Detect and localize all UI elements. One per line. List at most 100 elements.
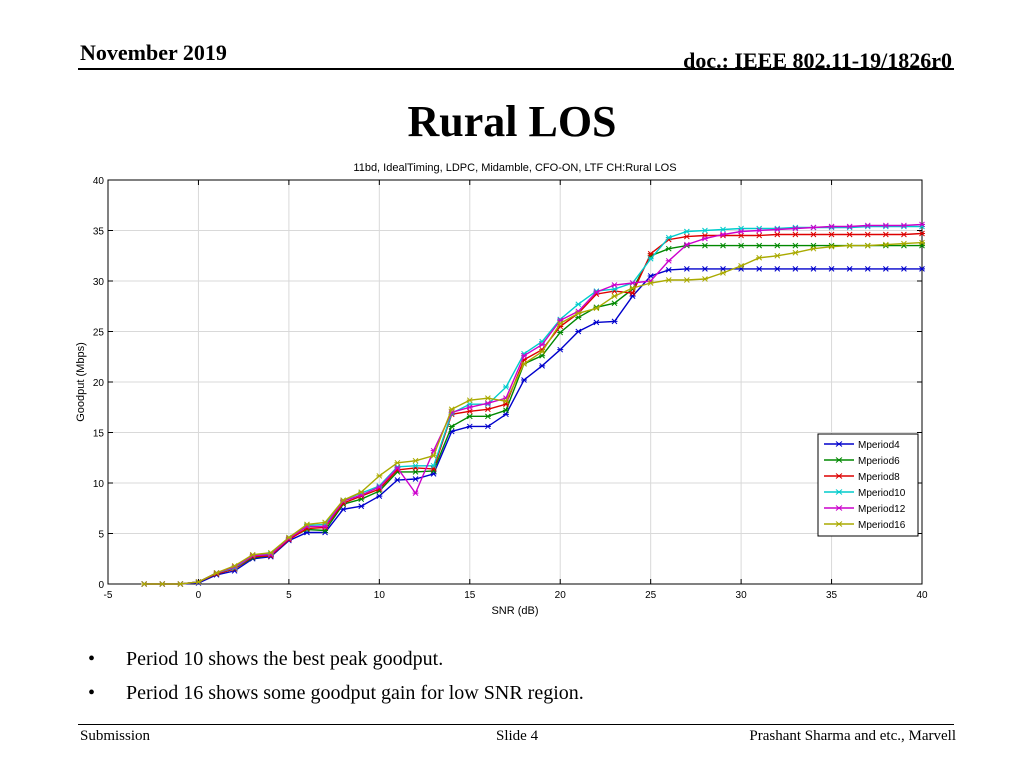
- data-point: [611, 282, 618, 288]
- data-point: [720, 270, 727, 276]
- data-point: [575, 301, 582, 308]
- data-point: [539, 362, 546, 369]
- data-point: [502, 398, 509, 405]
- data-point: [828, 243, 835, 250]
- bullet-text: Period 16 shows some goodput gain for lo…: [126, 682, 584, 704]
- data-point: [810, 231, 817, 238]
- data-point: [376, 484, 383, 490]
- data-point: [466, 413, 473, 420]
- data-point: [430, 452, 437, 459]
- data-point: [557, 329, 564, 336]
- series-line: [144, 241, 923, 585]
- data-point: [756, 242, 763, 249]
- legend-label: Mperiod16: [858, 520, 906, 531]
- y-tick-label: 15: [93, 429, 105, 440]
- data-point: [484, 413, 491, 420]
- data-point: [394, 464, 401, 471]
- x-tick-label: 40: [916, 590, 928, 601]
- chart-title: 11bd, IdealTiming, LDPC, Midamble, CFO-O…: [353, 162, 676, 174]
- data-point: [846, 242, 853, 249]
- data-point: [593, 305, 600, 312]
- data-point: [322, 519, 329, 526]
- data-point: [792, 249, 799, 256]
- legend-label: Mperiod12: [858, 504, 906, 515]
- data-point: [611, 293, 618, 300]
- data-point: [647, 250, 654, 257]
- legend-marker: [835, 441, 843, 447]
- data-point: [267, 549, 274, 556]
- bullet-item: • Period 10 shows the best peak goodput.: [88, 648, 584, 682]
- legend-box: [817, 433, 919, 537]
- data-point: [919, 266, 925, 272]
- legend-marker: [835, 505, 843, 511]
- data-point: [774, 226, 781, 233]
- data-point: [701, 242, 708, 249]
- series-line: [144, 225, 922, 585]
- data-point: [919, 239, 925, 246]
- data-point: [774, 266, 781, 272]
- data-point: [774, 252, 781, 259]
- data-point: [285, 534, 292, 541]
- data-point: [629, 280, 636, 286]
- data-point: [647, 280, 654, 286]
- data-point: [756, 232, 763, 239]
- data-point: [141, 581, 148, 587]
- data-point: [647, 273, 654, 279]
- data-point: [810, 224, 817, 231]
- data-point: [484, 423, 491, 430]
- data-point: [919, 221, 925, 228]
- bullet-text: Period 10 shows the best peak goodput.: [126, 648, 444, 670]
- legend-label: Mperiod4: [858, 440, 900, 451]
- data-point: [665, 267, 672, 273]
- y-tick-label: 0: [98, 580, 104, 591]
- data-point: [629, 290, 636, 296]
- header-rule: [78, 68, 954, 70]
- y-tick-label: 40: [93, 176, 105, 187]
- x-tick-label: 25: [645, 590, 657, 601]
- data-point: [647, 255, 654, 262]
- data-point: [810, 245, 817, 252]
- data-point: [412, 462, 419, 469]
- data-point: [846, 266, 853, 272]
- data-point: [900, 266, 907, 272]
- data-point: [249, 551, 256, 558]
- data-point: [683, 228, 690, 235]
- data-point: [665, 245, 672, 252]
- x-tick-label: 10: [374, 590, 386, 601]
- data-point: [629, 293, 636, 300]
- data-point: [882, 231, 889, 238]
- x-tick-label: 5: [286, 590, 292, 601]
- y-tick-label: 20: [93, 378, 105, 389]
- data-point: [792, 225, 799, 232]
- data-point: [502, 407, 509, 414]
- data-point: [611, 318, 618, 325]
- data-point: [864, 222, 871, 229]
- data-point: [557, 320, 564, 327]
- series-mperiod6: [141, 242, 925, 587]
- data-point: [864, 266, 871, 272]
- data-point: [484, 395, 491, 402]
- data-point: [358, 503, 365, 510]
- data-point: [683, 233, 690, 240]
- footer-submission: Submission: [80, 728, 151, 744]
- data-point: [720, 231, 727, 238]
- slide-title: Rural LOS: [407, 97, 617, 146]
- data-point: [448, 406, 455, 413]
- series-mperiod12: [141, 221, 925, 587]
- x-tick-label: 0: [196, 590, 202, 601]
- bullet-symbol: •: [88, 648, 96, 670]
- series-line: [144, 223, 923, 585]
- data-point: [720, 242, 727, 249]
- data-point: [575, 328, 582, 335]
- data-point: [846, 231, 853, 238]
- data-point: [665, 234, 672, 241]
- data-point: [358, 489, 365, 495]
- data-point: [340, 497, 347, 504]
- data-point: [828, 223, 835, 230]
- data-point: [756, 254, 763, 261]
- data-point: [864, 242, 871, 249]
- x-tick-label: -5: [104, 590, 113, 601]
- x-tick-label: 20: [555, 590, 567, 601]
- data-point: [683, 266, 690, 272]
- data-point: [701, 266, 708, 272]
